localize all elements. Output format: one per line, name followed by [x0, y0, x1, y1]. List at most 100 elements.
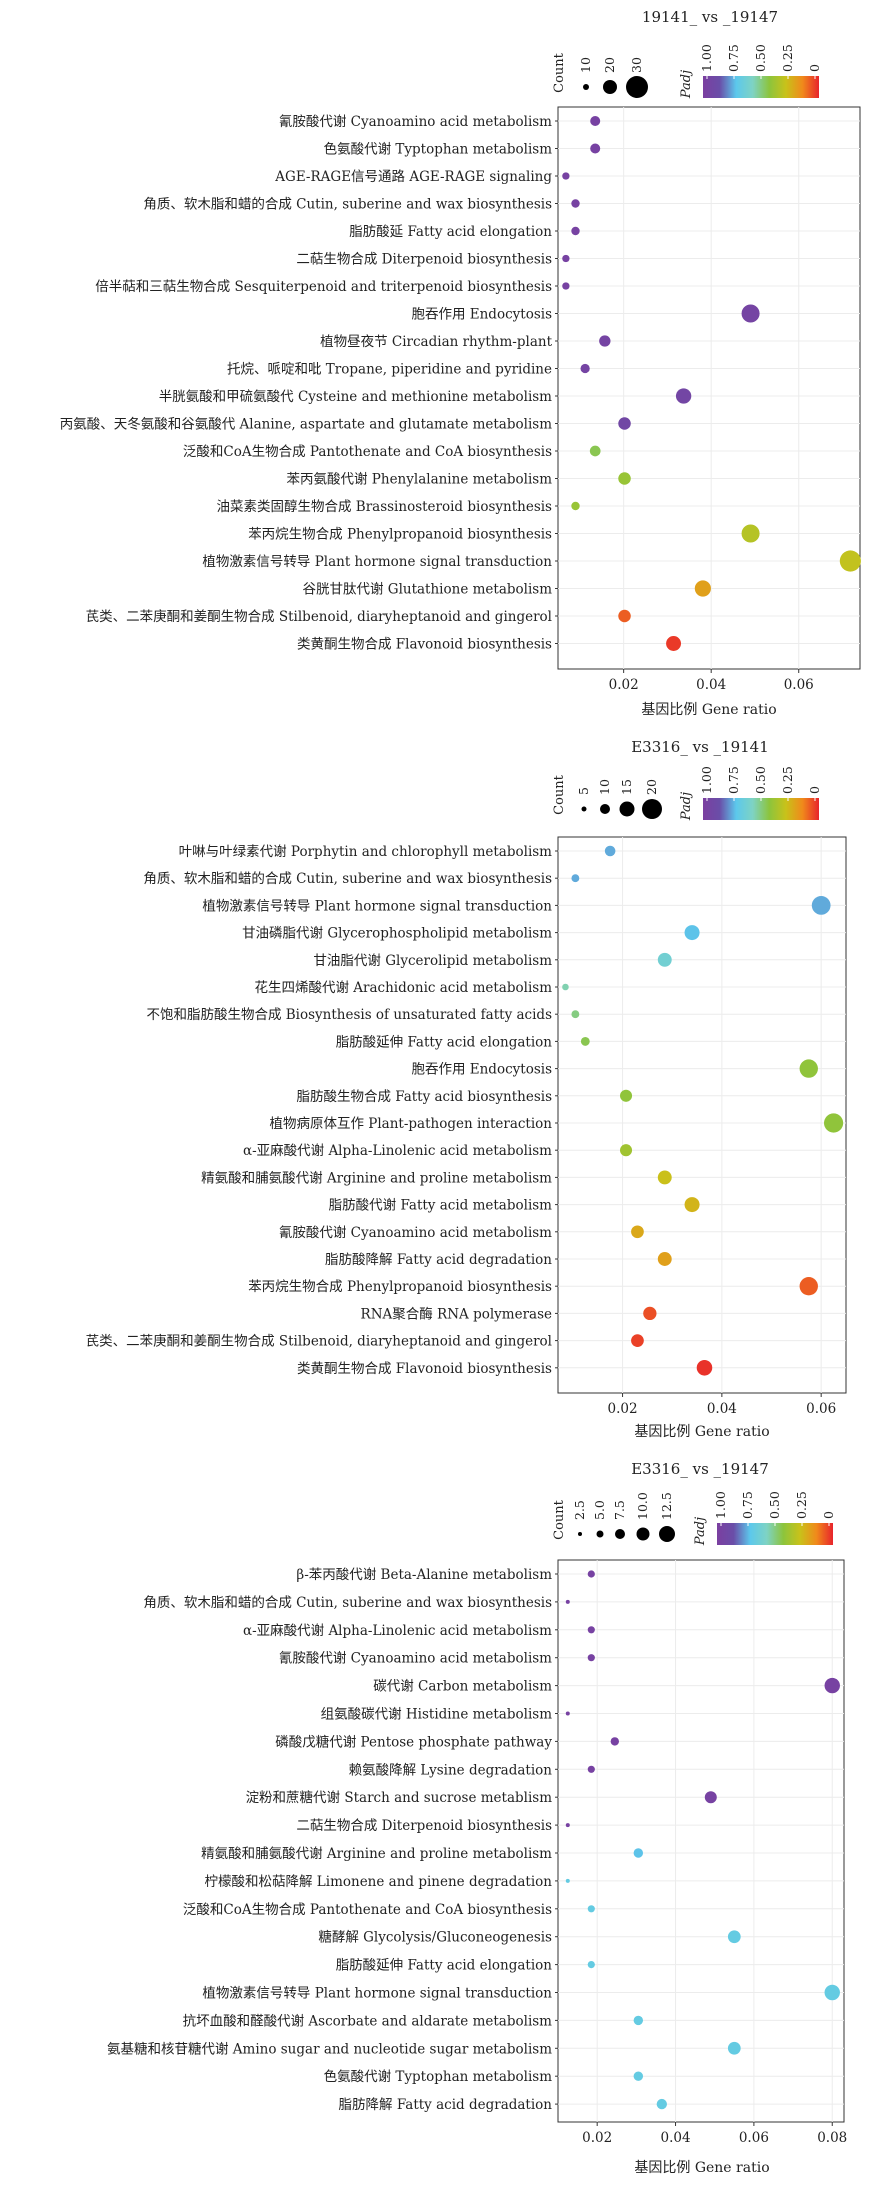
size-legend-label: 10.0: [635, 1492, 650, 1520]
y-tick-label: 脂肪酸延伸 Fatty acid elongation: [336, 1958, 553, 1974]
data-point: [565, 1878, 570, 1883]
color-legend-label: 1.00: [713, 1491, 728, 1519]
y-tick-label: RNA聚合酶 RNA polymerase: [361, 1306, 552, 1322]
y-tick-label: 脂肪酸降解 Fatty acid degradation: [325, 1252, 552, 1268]
data-point: [562, 983, 569, 991]
size-legend-title: Count: [552, 774, 567, 815]
y-tick-label: 胞吞作用 Endocytosis: [411, 307, 552, 323]
data-point: [571, 1010, 580, 1019]
y-tick-label: 油菜素类固醇生物合成 Brassinosteroid biosynthesis: [216, 498, 552, 515]
y-tick-label: α-亚麻酸代谢 Alpha-Linolenic acid metabolism: [243, 1623, 552, 1639]
chart-panel-1: 19141_ vs _19147 氰胺酸代谢 Cyanoamino acid m…: [60, 8, 861, 718]
y-tick-label: 色氨酸代谢 Typtophan metabolism: [324, 141, 553, 158]
color-legend-label: 0.25: [780, 766, 795, 794]
data-point: [562, 254, 570, 263]
y-tick-label: 泛酸和CoA生物合成 Pantothenate and CoA biosynth…: [183, 1902, 552, 1918]
y-tick-label: 胞吞作用 Endocytosis: [411, 1062, 552, 1078]
y-tick-label: 托烷、哌啶和吡 Tropane, piperidine and pyridine: [227, 361, 552, 378]
color-legend-title: Padj: [679, 70, 694, 99]
color-legend-label: 1.00: [699, 44, 714, 72]
color-legend-bar: [717, 1523, 833, 1545]
data-point: [633, 2071, 644, 2081]
data-point: [824, 1984, 840, 2001]
data-point: [741, 304, 760, 323]
data-point: [571, 501, 580, 511]
color-legend-label: 0.75: [726, 766, 741, 794]
x-tick-label: 0.02: [608, 1401, 638, 1417]
y-tick-label: 脂肪酸延 Fatty acid elongation: [349, 224, 552, 240]
y-tick-label: 角质、软木脂和蜡的合成 Cutin, suberine and wax bios…: [143, 1595, 552, 1611]
y-tick-label: 甘油脂代谢 Glycerolipid metabolism: [313, 953, 552, 969]
chart-2-grid: [558, 837, 846, 1393]
data-point: [587, 1961, 595, 1969]
y-tick-label: 倍半萜和三萜生物合成 Sesquiterpenoid and triterpen…: [95, 279, 552, 295]
chart-1-title: 19141_ vs _19147: [642, 8, 778, 26]
chart-2-points: [562, 845, 844, 1376]
size-legend-dot: [600, 804, 610, 814]
chart-2-title: E3316_ vs _19141: [631, 738, 769, 756]
size-legend-label: 10: [597, 779, 612, 795]
color-legend-label: 0.75: [740, 1491, 755, 1519]
size-legend-label: 12.5: [659, 1492, 674, 1520]
chart-2-color-legend: Padj 1.00 0.75 0.50 0.25 0: [679, 766, 822, 821]
size-legend-label: 30: [629, 57, 644, 73]
y-tick-label: AGE-RAGE信号通路 AGE-RAGE signaling: [274, 169, 552, 185]
data-point: [675, 388, 692, 404]
y-tick-label: 丙氨酸、天冬氨酸和谷氨酸代 Alanine, aspartate and glu…: [60, 417, 552, 433]
size-legend-label: 15: [619, 779, 634, 795]
color-legend-label: 0.75: [726, 44, 741, 72]
chart-2-y-labels: 叶啉与叶绿素代谢 Porphytin and chlorophyll metab…: [86, 844, 558, 1377]
size-legend-dot: [603, 80, 617, 94]
data-point: [811, 896, 831, 915]
size-legend-dot: [626, 76, 648, 98]
chart-2-size-legend: Count 5 10 15 20: [552, 774, 662, 819]
chart-1-points: [562, 115, 861, 651]
data-point: [610, 1737, 619, 1746]
y-tick-label: 不饱和脂肪酸生物合成 Biosynthesis of unsaturated f…: [146, 1007, 552, 1023]
y-tick-label: 色氨酸代谢 Typtophan metabolism: [324, 2068, 553, 2085]
y-tick-label: 氰胺酸代谢 Cyanoamino acid metabolism: [279, 114, 552, 130]
chart-panel-3: E3316_ vs _19147 β-苯丙酸代谢 Beta-Alanine me…: [107, 1460, 847, 2176]
data-point: [571, 874, 580, 883]
y-tick-label: 芪类、二苯庚酮和姜酮生物合成 Stilbenoid, diaryheptanoi…: [86, 1333, 552, 1350]
color-legend-label: 0: [807, 786, 822, 794]
y-tick-label: 谷胱甘肽代谢 Glutathione metabolism: [303, 582, 553, 598]
data-point: [799, 1059, 818, 1078]
x-tick-label: 0.08: [817, 2130, 847, 2146]
y-tick-label: α-亚麻酸代谢 Alpha-Linolenic acid metabolism: [243, 1143, 552, 1159]
chart-panel-2: E3316_ vs _19141 叶啉与叶绿素代谢 Porphytin and …: [86, 738, 847, 1440]
y-tick-label: 脂肪酸代谢 Fatty acid metabolism: [329, 1198, 553, 1214]
data-point: [666, 636, 682, 651]
y-tick-label: 赖氨酸降解 Lysine degradation: [349, 1762, 553, 1778]
size-legend-label: 7.5: [612, 1500, 627, 1520]
y-tick-label: 角质、软木脂和蜡的合成 Cutin, suberine and wax bios…: [143, 197, 552, 213]
size-legend-dot: [581, 806, 587, 812]
size-legend-dot: [642, 799, 662, 819]
y-tick-label: 植物病原体互作 Plant-pathogen interaction: [269, 1116, 552, 1132]
chart-3-color-legend: Padj 1.00 0.75 0.50 0.25 0: [693, 1491, 836, 1546]
data-point: [631, 1225, 644, 1239]
x-tick-label: 0.06: [806, 1401, 836, 1417]
chart-2-plot-area: [557, 836, 847, 1394]
data-point: [618, 472, 631, 485]
size-legend-dot: [659, 1526, 675, 1542]
data-point: [580, 1036, 590, 1046]
y-tick-label: 淀粉和蔗糖代谢 Starch and sucrose metablism: [246, 1790, 553, 1806]
y-tick-label: 叶啉与叶绿素代谢 Porphytin and chlorophyll metab…: [179, 844, 553, 860]
y-tick-label: 糖酵解 Glycolysis/Gluconeogenesis: [318, 1930, 552, 1946]
data-point: [587, 1654, 595, 1662]
data-point: [587, 1765, 595, 1773]
y-tick-label: 组氨酸碳代谢 Histidine metabolism: [321, 1707, 553, 1723]
chart-3-title: E3316_ vs _19147: [631, 1460, 769, 1478]
color-legend-bar: [703, 76, 819, 98]
data-point: [571, 199, 580, 208]
data-point: [571, 226, 580, 236]
chart-3-x-label: 基因比例 Gene ratio: [634, 2159, 769, 2176]
data-point: [694, 580, 711, 597]
data-point: [590, 143, 601, 154]
y-tick-label: 精氨酸和脯氨酸代谢 Arginine and proline metabolis…: [201, 1170, 552, 1186]
data-point: [587, 1570, 595, 1578]
data-point: [620, 1144, 633, 1157]
data-point: [620, 1089, 633, 1102]
color-legend-label: 0.25: [780, 44, 795, 72]
